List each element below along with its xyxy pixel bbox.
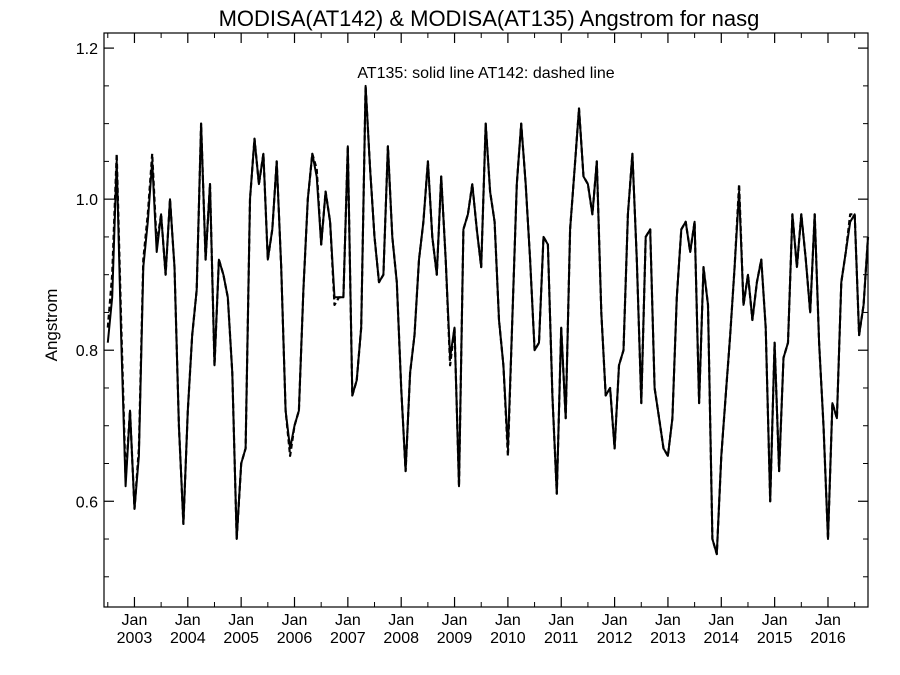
x-tick-month-label: Jan [122, 612, 148, 629]
x-tick-year-label: 2006 [277, 630, 313, 647]
x-tick-year-label: 2014 [703, 630, 739, 647]
x-tick-year-label: 2007 [330, 630, 366, 647]
y-axis-label: Angstrom [42, 289, 61, 362]
y-tick-label: 0.8 [76, 343, 98, 360]
x-tick-month-label: Jan [175, 612, 201, 629]
x-tick-month-label: Jan [762, 612, 788, 629]
x-tick-year-label: 2004 [170, 630, 206, 647]
x-tick-year-label: 2012 [597, 630, 633, 647]
series-line-at135 [106, 84, 869, 556]
x-tick-month-label: Jan [228, 612, 254, 629]
x-tick-year-label: 2008 [383, 630, 419, 647]
x-tick-year-label: 2013 [650, 630, 686, 647]
line-style-annotation: AT135: solid line AT142: dashed line [357, 65, 614, 82]
x-tick-month-label: Jan [335, 612, 361, 629]
x-tick-month-label: Jan [655, 612, 681, 629]
x-tick-month-label: Jan [602, 612, 628, 629]
x-tick-month-label: Jan [282, 612, 308, 629]
x-tick-year-label: 2011 [544, 630, 579, 647]
x-tick-year-label: 2016 [810, 630, 846, 647]
x-tick-month-label: Jan [442, 612, 468, 629]
y-tick-label: 1.2 [76, 41, 98, 58]
x-tick-year-label: 2005 [223, 630, 259, 647]
x-tick-year-label: 2009 [437, 630, 473, 647]
x-tick-month-label: Jan [815, 612, 841, 629]
x-tick-year-label: 2003 [117, 630, 153, 647]
x-tick-year-label: 2015 [757, 630, 793, 647]
x-tick-month-label: Jan [708, 612, 734, 629]
plot-frame [103, 32, 869, 608]
y-tick-label: 0.6 [76, 494, 98, 511]
plot-area: 0.60.81.01.2Jan2003Jan2004Jan2005Jan2006… [76, 32, 870, 647]
chart-title: MODISA(AT142) & MODISA(AT135) Angstrom f… [219, 6, 760, 31]
x-tick-month-label: Jan [548, 612, 574, 629]
x-tick-year-label: 2010 [490, 630, 526, 647]
y-tick-label: 1.0 [76, 192, 98, 209]
x-tick-month-label: Jan [388, 612, 414, 629]
x-tick-month-label: Jan [495, 612, 521, 629]
